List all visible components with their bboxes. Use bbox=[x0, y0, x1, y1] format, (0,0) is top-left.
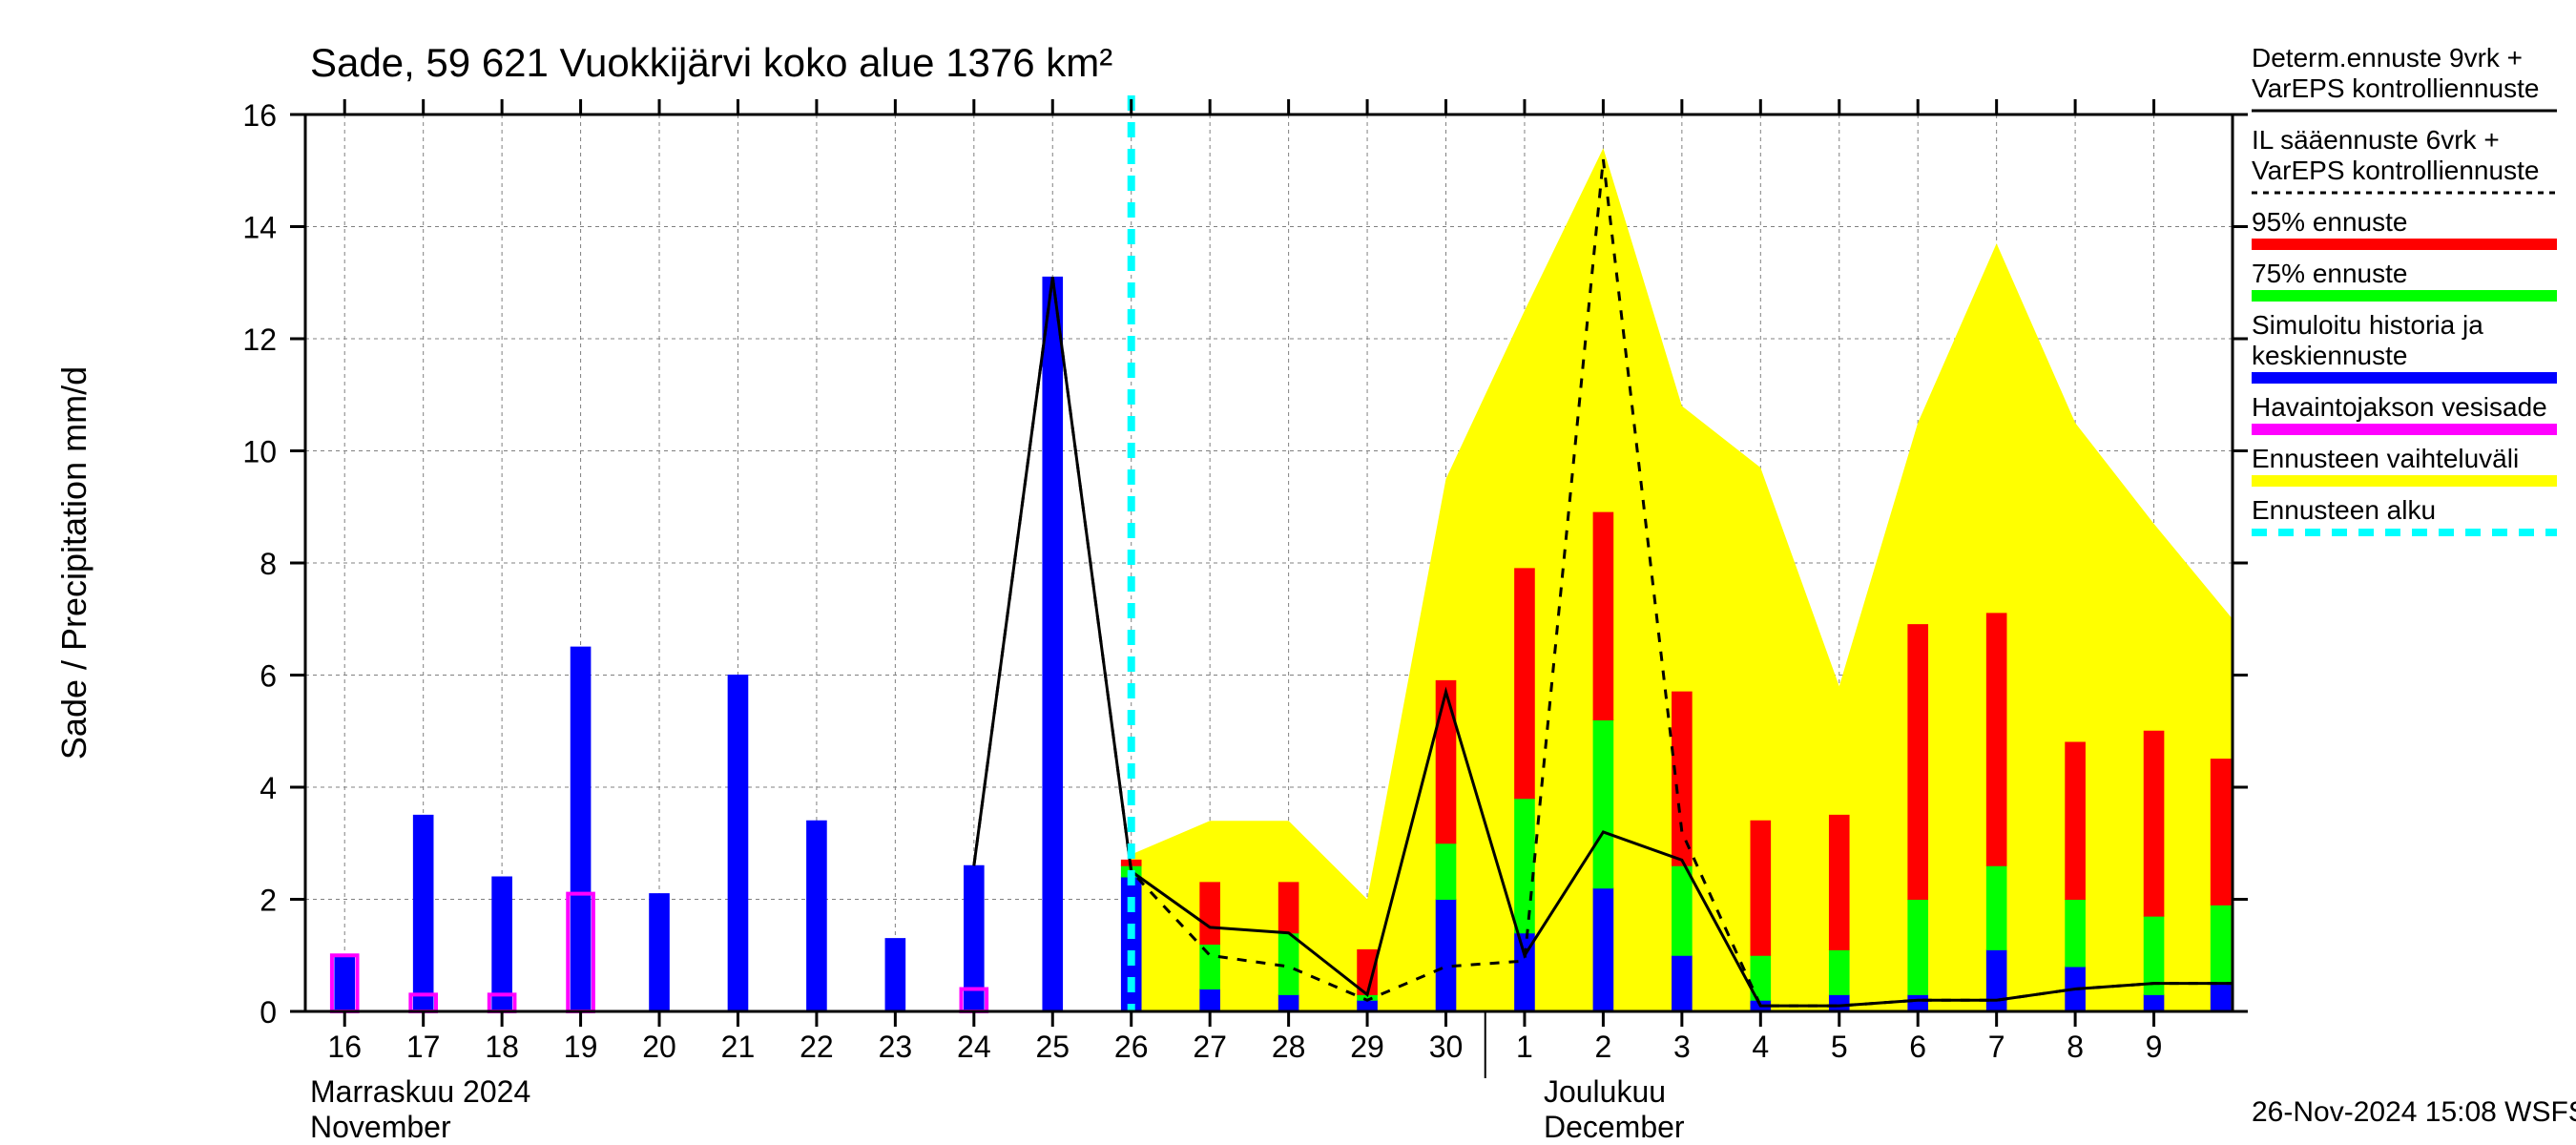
legend-swatch bbox=[2252, 239, 2557, 250]
x-tick-label: 22 bbox=[800, 1030, 834, 1064]
legend-swatch bbox=[2252, 424, 2557, 435]
x-tick-label: 7 bbox=[1988, 1030, 2005, 1064]
x-tick-label: 9 bbox=[2146, 1030, 2163, 1064]
y-tick-label: 6 bbox=[260, 659, 277, 694]
legend-label: Ennusteen alku bbox=[2252, 495, 2436, 525]
legend-label: Ennusteen vaihteluväli bbox=[2252, 444, 2519, 473]
y-tick-label: 12 bbox=[242, 323, 277, 357]
y-tick-label: 14 bbox=[242, 211, 277, 245]
legend-label: IL sääennuste 6vrk + bbox=[2252, 125, 2500, 155]
y-tick-label: 2 bbox=[260, 884, 277, 918]
y-tick-label: 10 bbox=[242, 435, 277, 469]
x-tick-label: 29 bbox=[1350, 1030, 1384, 1064]
x-tick-label: 26 bbox=[1114, 1030, 1149, 1064]
x-tick-label: 18 bbox=[485, 1030, 519, 1064]
month-fi-left: Marraskuu 2024 bbox=[310, 1074, 530, 1109]
legend-label: VarEPS kontrolliennuste bbox=[2252, 156, 2539, 185]
y-tick-label: 8 bbox=[260, 547, 277, 581]
y-tick-label: 4 bbox=[260, 771, 277, 805]
y-tick-label: 0 bbox=[260, 995, 277, 1030]
legend-swatch bbox=[2252, 290, 2557, 302]
chart-title: Sade, 59 621 Vuokkijärvi koko alue 1376 … bbox=[310, 40, 1112, 85]
x-tick-label: 2 bbox=[1595, 1030, 1612, 1064]
x-tick-label: 17 bbox=[406, 1030, 441, 1064]
x-tick-label: 1 bbox=[1516, 1030, 1533, 1064]
x-tick-label: 8 bbox=[2067, 1030, 2084, 1064]
legend-swatch bbox=[2252, 372, 2557, 384]
x-tick-label: 25 bbox=[1035, 1030, 1070, 1064]
x-tick-label: 20 bbox=[642, 1030, 676, 1064]
x-tick-label: 23 bbox=[879, 1030, 913, 1064]
y-tick-label: 16 bbox=[242, 98, 277, 133]
legend: Determ.ennuste 9vrk +VarEPS kontrollienn… bbox=[2252, 43, 2557, 532]
chart-container: 0246810121416161718192021222324252627282… bbox=[0, 0, 2576, 1145]
x-tick-label: 16 bbox=[327, 1030, 362, 1064]
x-tick-label: 28 bbox=[1272, 1030, 1306, 1064]
legend-label: VarEPS kontrolliennuste bbox=[2252, 73, 2539, 103]
y-axis-label: Sade / Precipitation mm/d bbox=[54, 366, 93, 760]
x-tick-label: 19 bbox=[564, 1030, 598, 1064]
legend-label: Havaintojakson vesisade bbox=[2252, 392, 2547, 422]
x-tick-label: 27 bbox=[1193, 1030, 1227, 1064]
timestamp: 26-Nov-2024 15:08 WSFS-O bbox=[2252, 1096, 2576, 1128]
x-tick-label: 4 bbox=[1752, 1030, 1769, 1064]
x-tick-label: 24 bbox=[957, 1030, 991, 1064]
legend-label: Determ.ennuste 9vrk + bbox=[2252, 43, 2523, 73]
x-tick-label: 3 bbox=[1673, 1030, 1691, 1064]
month-en-right: December bbox=[1544, 1110, 1685, 1144]
legend-label: keskiennuste bbox=[2252, 341, 2407, 370]
x-tick-label: 5 bbox=[1831, 1030, 1848, 1064]
precipitation-chart: 0246810121416161718192021222324252627282… bbox=[0, 0, 2576, 1145]
month-fi-right: Joulukuu bbox=[1544, 1074, 1666, 1109]
month-en-left: November bbox=[310, 1110, 451, 1144]
x-tick-label: 6 bbox=[1909, 1030, 1926, 1064]
legend-label: Simuloitu historia ja bbox=[2252, 310, 2483, 340]
x-tick-label: 21 bbox=[721, 1030, 756, 1064]
legend-swatch bbox=[2252, 475, 2557, 487]
legend-label: 95% ennuste bbox=[2252, 207, 2407, 237]
legend-label: 75% ennuste bbox=[2252, 259, 2407, 288]
x-tick-label: 30 bbox=[1429, 1030, 1464, 1064]
